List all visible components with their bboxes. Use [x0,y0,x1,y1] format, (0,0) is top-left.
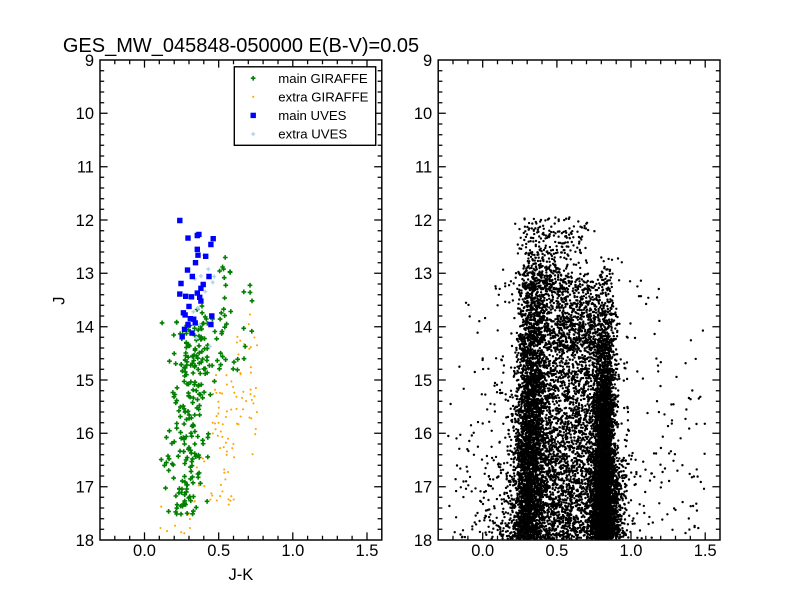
svg-text:10: 10 [414,105,432,123]
svg-text:13: 13 [76,265,94,283]
svg-text:extra GIRAFFE: extra GIRAFFE [278,90,368,105]
svg-text:14: 14 [414,319,432,337]
svg-text:0.0: 0.0 [133,542,156,560]
svg-text:extra UVES: extra UVES [278,127,347,142]
svg-text:9: 9 [85,52,94,70]
svg-text:16: 16 [76,425,94,443]
svg-text:0.0: 0.0 [471,542,494,560]
svg-text:main GIRAFFE: main GIRAFFE [278,71,368,86]
svg-text:GES_MW_045848-050000 E(B-V)=0.: GES_MW_045848-050000 E(B-V)=0.05 [63,35,419,57]
svg-text:9: 9 [423,52,432,70]
svg-text:0.5: 0.5 [207,542,230,560]
svg-text:13: 13 [414,265,432,283]
svg-text:0.5: 0.5 [545,542,568,560]
svg-text:14: 14 [76,319,94,337]
svg-text:18: 18 [414,532,432,550]
svg-text:17: 17 [414,479,432,497]
svg-text:15: 15 [414,372,432,390]
svg-text:12: 12 [76,212,94,230]
svg-text:11: 11 [77,159,94,177]
svg-text:11: 11 [415,159,432,177]
svg-text:1.0: 1.0 [620,542,643,560]
svg-text:1.5: 1.5 [356,542,379,560]
svg-text:15: 15 [76,372,94,390]
svg-text:main UVES: main UVES [278,108,346,123]
svg-text:J-K: J-K [229,566,254,584]
svg-text:10: 10 [76,105,94,123]
svg-text:J: J [51,296,69,304]
svg-text:16: 16 [414,425,432,443]
svg-text:1.0: 1.0 [281,542,304,560]
svg-text:1.5: 1.5 [694,542,717,560]
svg-text:18: 18 [76,532,94,550]
svg-text:12: 12 [414,212,432,230]
svg-text:17: 17 [76,479,94,497]
